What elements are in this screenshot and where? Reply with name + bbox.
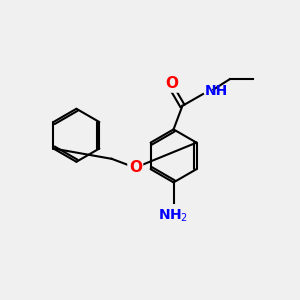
Text: O: O (129, 160, 142, 175)
Text: NH$_2$: NH$_2$ (158, 207, 189, 224)
Text: NH: NH (205, 84, 228, 98)
Text: O: O (166, 76, 178, 91)
